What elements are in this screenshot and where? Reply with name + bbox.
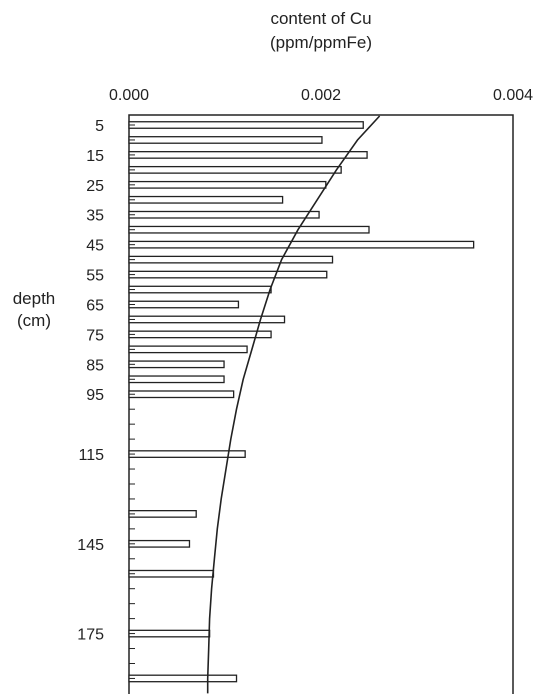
y-tick-label: 175	[77, 627, 104, 644]
bar-depth-65	[128, 300, 240, 309]
x-tick-label: 0.000	[109, 87, 149, 104]
bar-depth-190	[128, 674, 238, 683]
y-tick-label: 145	[77, 537, 104, 554]
y-tick-label: 45	[86, 238, 104, 255]
bar-depth-90	[128, 375, 225, 384]
y-axis-label-line-1: depth	[13, 289, 56, 308]
y-tick-label: 75	[86, 327, 104, 344]
y-tick-label: 55	[86, 268, 104, 285]
bar-depth-175	[128, 629, 211, 638]
y-tick-label: 25	[86, 178, 104, 195]
bar-depth-25	[128, 180, 327, 189]
bar-depth-15	[128, 151, 368, 159]
bar-depth-40	[128, 225, 370, 234]
y-axis-label-line-2: (cm)	[17, 311, 51, 330]
y-tick-label: 35	[86, 208, 104, 225]
bar-depth-155	[128, 569, 215, 578]
bar-depth-35	[128, 210, 320, 219]
y-tick-label: 115	[78, 447, 104, 464]
bar-depth-95	[128, 390, 235, 399]
bars-layer	[128, 121, 475, 683]
x-tick-label: 0.002	[301, 87, 341, 104]
bar-depth-145	[128, 539, 191, 548]
bar-depth-55	[128, 270, 328, 279]
bar-depth-30	[128, 195, 284, 204]
fit-curve-layer	[206, 115, 381, 694]
bar-depth-5	[128, 121, 364, 129]
bar-depth-75	[128, 330, 272, 339]
chart-title-line-2: (ppm/ppmFe)	[270, 33, 372, 52]
chart-title-line-1: content of Cu	[270, 9, 371, 28]
plot-frame	[128, 114, 514, 694]
y-tick-label: 85	[86, 357, 104, 374]
bar-depth-85	[128, 360, 225, 369]
bar-depth-80	[128, 345, 248, 354]
x-tick-label: 0.004	[493, 87, 533, 104]
fit-curve	[206, 115, 381, 694]
y-tick-label: 15	[86, 148, 104, 165]
bar-depth-60	[128, 285, 272, 294]
y-tick-label: 95	[86, 387, 104, 404]
bar-depth-10	[128, 136, 323, 144]
bar-depth-135	[128, 510, 197, 518]
y-tick-label: 5	[95, 118, 104, 135]
bar-depth-20	[128, 165, 342, 174]
y-tick-label: 65	[86, 297, 104, 314]
axis-layer: 0.000 0.002 0.004 5 15 25 35 45 55 65 75 85 95 115 145…	[77, 87, 533, 679]
bar-depth-50	[128, 255, 334, 264]
bar-depth-45	[128, 240, 475, 249]
